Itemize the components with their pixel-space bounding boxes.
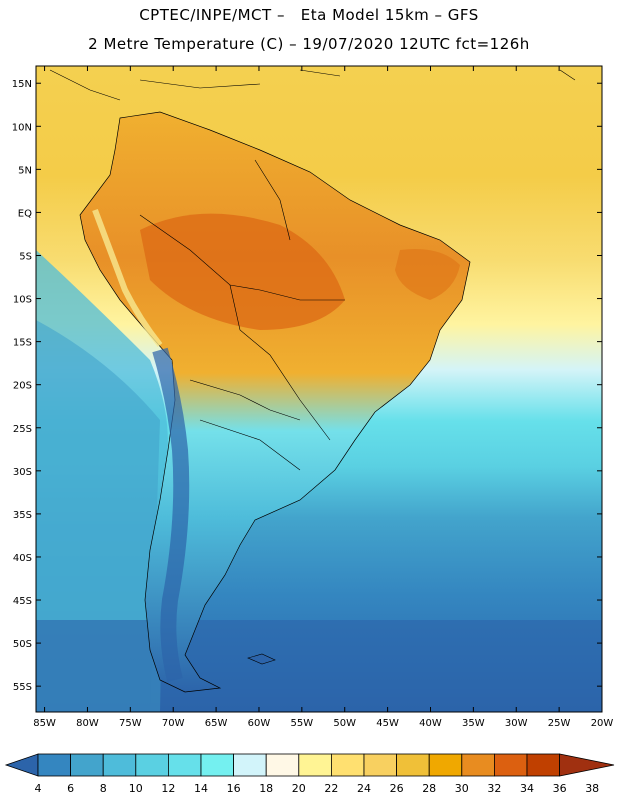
colorbar-swatch	[102, 753, 137, 777]
map-frame	[35, 65, 603, 713]
lon-label: 30W	[505, 718, 528, 729]
colorbar-swatch	[493, 753, 528, 777]
lon-label: 50W	[333, 718, 356, 729]
lon-label: 45W	[376, 718, 399, 729]
chart-title-line1: CPTEC/INPE/MCT – Eta Model 15km – GFS	[139, 6, 479, 24]
colorbar-label: 34	[520, 782, 534, 795]
colorbar-swatch	[396, 753, 430, 777]
colorbar-label: 18	[259, 782, 273, 795]
lon-label: 80W	[76, 718, 99, 729]
lat-label: 15N	[12, 79, 32, 90]
lat-label: 10N	[12, 122, 32, 133]
lat-label: 20S	[13, 381, 32, 392]
lon-label: 70W	[162, 718, 185, 729]
lat-label: 45S	[13, 596, 32, 607]
colorbar-swatch	[265, 753, 300, 777]
colorbar-swatch	[167, 753, 202, 777]
colorbar-swatch	[233, 753, 267, 777]
colorbar-label: 26	[390, 782, 404, 795]
lat-label: EQ	[18, 208, 32, 219]
lon-label: 40W	[419, 718, 442, 729]
colorbar-swatch	[298, 753, 332, 777]
amazon-hot-core	[140, 213, 345, 330]
lat-label: 15S	[13, 338, 32, 349]
lon-label: 60W	[248, 718, 271, 729]
colorbar-label: 4	[35, 782, 42, 795]
lat-label: 10S	[13, 295, 32, 306]
lon-label: 65W	[205, 718, 228, 729]
lat-label: 35S	[13, 510, 32, 521]
colorbar-label: 32	[487, 782, 501, 795]
colorbar-arrow-right	[559, 753, 615, 777]
andes-cold-ridge	[152, 347, 190, 682]
colorbar-label: 36	[553, 782, 567, 795]
colorbar-label: 16	[227, 782, 241, 795]
colorbar-label: 12	[161, 782, 175, 795]
country-borders	[139, 159, 345, 471]
colorbar-label: 24	[357, 782, 371, 795]
colorbar-label: 30	[455, 782, 469, 795]
lon-label: 85W	[33, 718, 56, 729]
colorbar-swatch	[363, 753, 397, 777]
lon-label: 25W	[548, 718, 571, 729]
lon-label: 75W	[119, 718, 142, 729]
colorbar-label: 38	[585, 782, 599, 795]
lat-label: 55S	[13, 682, 32, 693]
southern-cold-belt	[36, 620, 602, 712]
colorbar-label: 22	[324, 782, 338, 795]
colorbar-swatch	[428, 753, 463, 777]
colorbar-swatch	[526, 753, 560, 777]
lon-label: 55W	[291, 718, 314, 729]
colorbar-swatch	[200, 753, 234, 777]
lat-label: 25S	[13, 424, 32, 435]
colorbar-label: 8	[100, 782, 107, 795]
colorbar-label: 6	[67, 782, 74, 795]
chart-title-line2: 2 Metre Temperature (C) – 19/07/2020 12U…	[88, 35, 530, 53]
colorbar-swatch	[330, 753, 365, 777]
colorbar-label: 20	[292, 782, 306, 795]
lat-label: 5N	[18, 165, 32, 176]
colorbar-swatch	[37, 753, 71, 777]
lat-label: 30S	[13, 467, 32, 478]
colorbar-label: 28	[422, 782, 436, 795]
temperature-colorbar: 4 6 8 10 12 14 16 18 20 22 24 26 28 30 32 34 36 38	[4, 753, 615, 795]
colorbar-swatch	[461, 753, 495, 777]
colorbar-arrow-left	[4, 753, 39, 777]
colorbar-label: 14	[194, 782, 208, 795]
longitude-axis: 85W 80W 75W 70W 65W 60W 55W 50W 45W 40W 35W 30W 25W 2…	[33, 66, 613, 729]
lat-label: 40S	[13, 553, 32, 564]
lon-label: 35W	[462, 718, 485, 729]
lat-label: 50S	[13, 639, 32, 650]
colorbar-label: 10	[129, 782, 143, 795]
colorbar-swatch	[135, 753, 169, 777]
colorbar-swatch	[70, 753, 104, 777]
latitude-axis: 15N 10N 5N EQ 5S 10S 15S 20S 25S 30S 35S 40S 45S 50S 5…	[12, 79, 602, 693]
lon-label: 20W	[591, 718, 614, 729]
lat-label: 5S	[19, 251, 32, 262]
